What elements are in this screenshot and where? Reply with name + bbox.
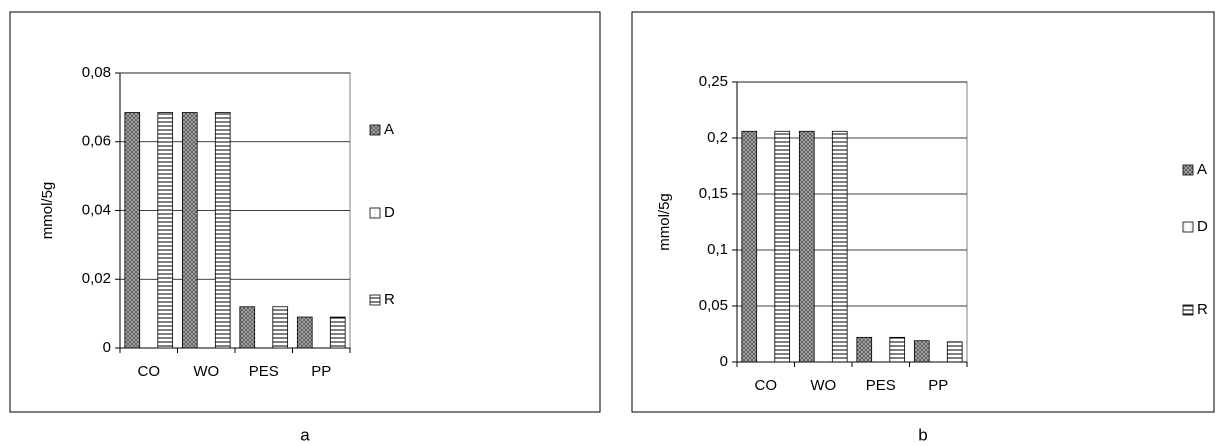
legend-label: R	[1197, 301, 1208, 318]
chart-frame	[631, 11, 1215, 413]
y-tick-label: 0,04	[82, 201, 111, 218]
plot-area	[736, 81, 968, 363]
legend-swatch	[1182, 304, 1194, 316]
x-tick-label: CO	[138, 363, 161, 380]
x-tick-label: PES	[866, 377, 896, 394]
y-axis-label: mmol/5g	[656, 193, 673, 251]
y-tick-label: 0,1	[707, 241, 728, 258]
bar	[296, 316, 313, 349]
bar	[741, 130, 758, 363]
legend-swatch	[369, 294, 381, 306]
legend-swatch	[1182, 164, 1194, 176]
bar	[239, 306, 256, 349]
legend-label: A	[384, 121, 394, 138]
x-tick-label: CO	[755, 377, 778, 394]
y-tick-label: 0	[103, 339, 111, 356]
x-tick-label: PP	[928, 377, 948, 394]
legend-label: D	[384, 204, 395, 221]
bar	[157, 112, 174, 349]
bar	[124, 112, 141, 349]
bar	[329, 316, 346, 349]
y-tick-label: 0,25	[699, 73, 728, 90]
bar	[214, 112, 231, 349]
caption: b	[918, 425, 927, 444]
caption: a	[300, 425, 310, 444]
chart-frame	[9, 11, 601, 413]
y-tick-label: 0,06	[82, 133, 111, 150]
y-tick-label: 0,08	[82, 64, 111, 81]
y-tick-label: 0,02	[82, 270, 111, 287]
x-tick-label: PES	[249, 363, 279, 380]
legend-swatch	[1182, 221, 1194, 233]
bar	[856, 336, 873, 363]
legend-swatch	[369, 124, 381, 136]
bar	[831, 130, 848, 363]
legend-swatch	[369, 207, 381, 219]
legend-label: A	[1197, 161, 1207, 178]
legend-label: R	[384, 291, 395, 308]
bar	[774, 130, 791, 363]
x-tick-label: WO	[810, 377, 836, 394]
x-tick-label: WO	[193, 363, 219, 380]
y-tick-label: 0	[720, 353, 728, 370]
bar	[946, 341, 963, 363]
y-tick-label: 0,05	[699, 297, 728, 314]
bar	[798, 130, 815, 363]
x-tick-label: PP	[311, 363, 331, 380]
bar	[889, 336, 906, 363]
y-axis-label: mmol/5g	[39, 182, 56, 240]
y-tick-label: 0,2	[707, 129, 728, 146]
bar	[272, 306, 289, 349]
legend-label: D	[1197, 218, 1208, 235]
bar	[181, 112, 198, 349]
y-tick-label: 0,15	[699, 185, 728, 202]
bar	[913, 340, 930, 363]
